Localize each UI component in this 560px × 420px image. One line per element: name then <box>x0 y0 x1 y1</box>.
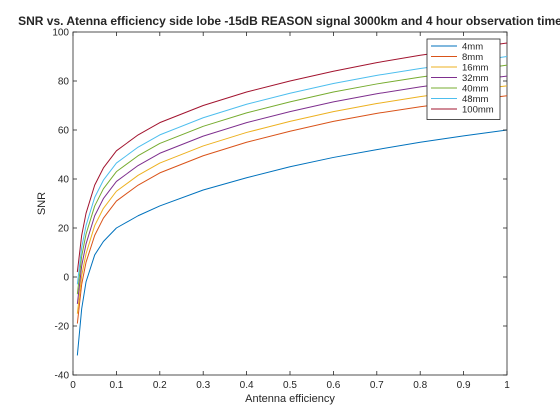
x-tick-label: 0.7 <box>370 380 384 391</box>
x-tick-label: 0.5 <box>283 380 297 391</box>
y-tick-label: 100 <box>52 28 69 39</box>
x-tick-label: 0.9 <box>457 380 471 391</box>
legend-label-8mm: 8mm <box>462 52 483 63</box>
legend-label-4mm: 4mm <box>462 41 483 52</box>
x-tick-label: 0.3 <box>196 380 210 391</box>
legend-label-16mm: 16mm <box>462 62 488 73</box>
y-tick-label: 0 <box>63 273 69 284</box>
y-axis-ticks: -40 -20 0 20 40 60 80 100 <box>52 28 507 382</box>
y-tick-label: 60 <box>58 126 70 137</box>
x-axis-label: Antenna efficiency <box>245 393 335 405</box>
x-tick-label: 0.8 <box>413 380 427 391</box>
x-tick-label: 0.1 <box>109 380 123 391</box>
series-line-40mm <box>76 64 508 295</box>
legend-label-100mm: 100mm <box>462 104 494 115</box>
x-tick-label: 0.2 <box>153 380 167 391</box>
series-line-16mm <box>76 85 508 314</box>
y-tick-label: -20 <box>55 322 70 333</box>
series-line-4mm <box>76 129 508 356</box>
series-line-48mm <box>76 56 508 285</box>
x-axis-ticks: 0 0.1 0.2 0.3 0.4 0.5 0.6 0.7 0.8 0.9 1 <box>70 32 510 391</box>
legend-label-40mm: 40mm <box>462 83 488 94</box>
legend-box <box>426 38 501 120</box>
legend-label-48mm: 48mm <box>462 94 488 105</box>
x-tick-label: 0.6 <box>326 380 340 391</box>
x-tick-label: 1 <box>504 380 510 391</box>
series-line-100mm <box>76 42 508 273</box>
y-tick-label: 80 <box>58 77 70 88</box>
x-tick-label: 0 <box>70 380 76 391</box>
y-axis-label: SNR <box>36 192 48 215</box>
y-tick-label: 40 <box>58 175 70 186</box>
series-lines <box>76 42 508 356</box>
y-tick-label: 20 <box>58 224 70 235</box>
x-tick-label: 0.4 <box>240 380 254 391</box>
y-tick-label: -40 <box>55 371 70 382</box>
series-line-32mm <box>76 75 508 305</box>
series-line-8mm <box>76 95 508 324</box>
legend-label-32mm: 32mm <box>462 73 488 84</box>
chart-title: SNR vs. Atenna efficiency side lobe -15d… <box>18 14 560 28</box>
